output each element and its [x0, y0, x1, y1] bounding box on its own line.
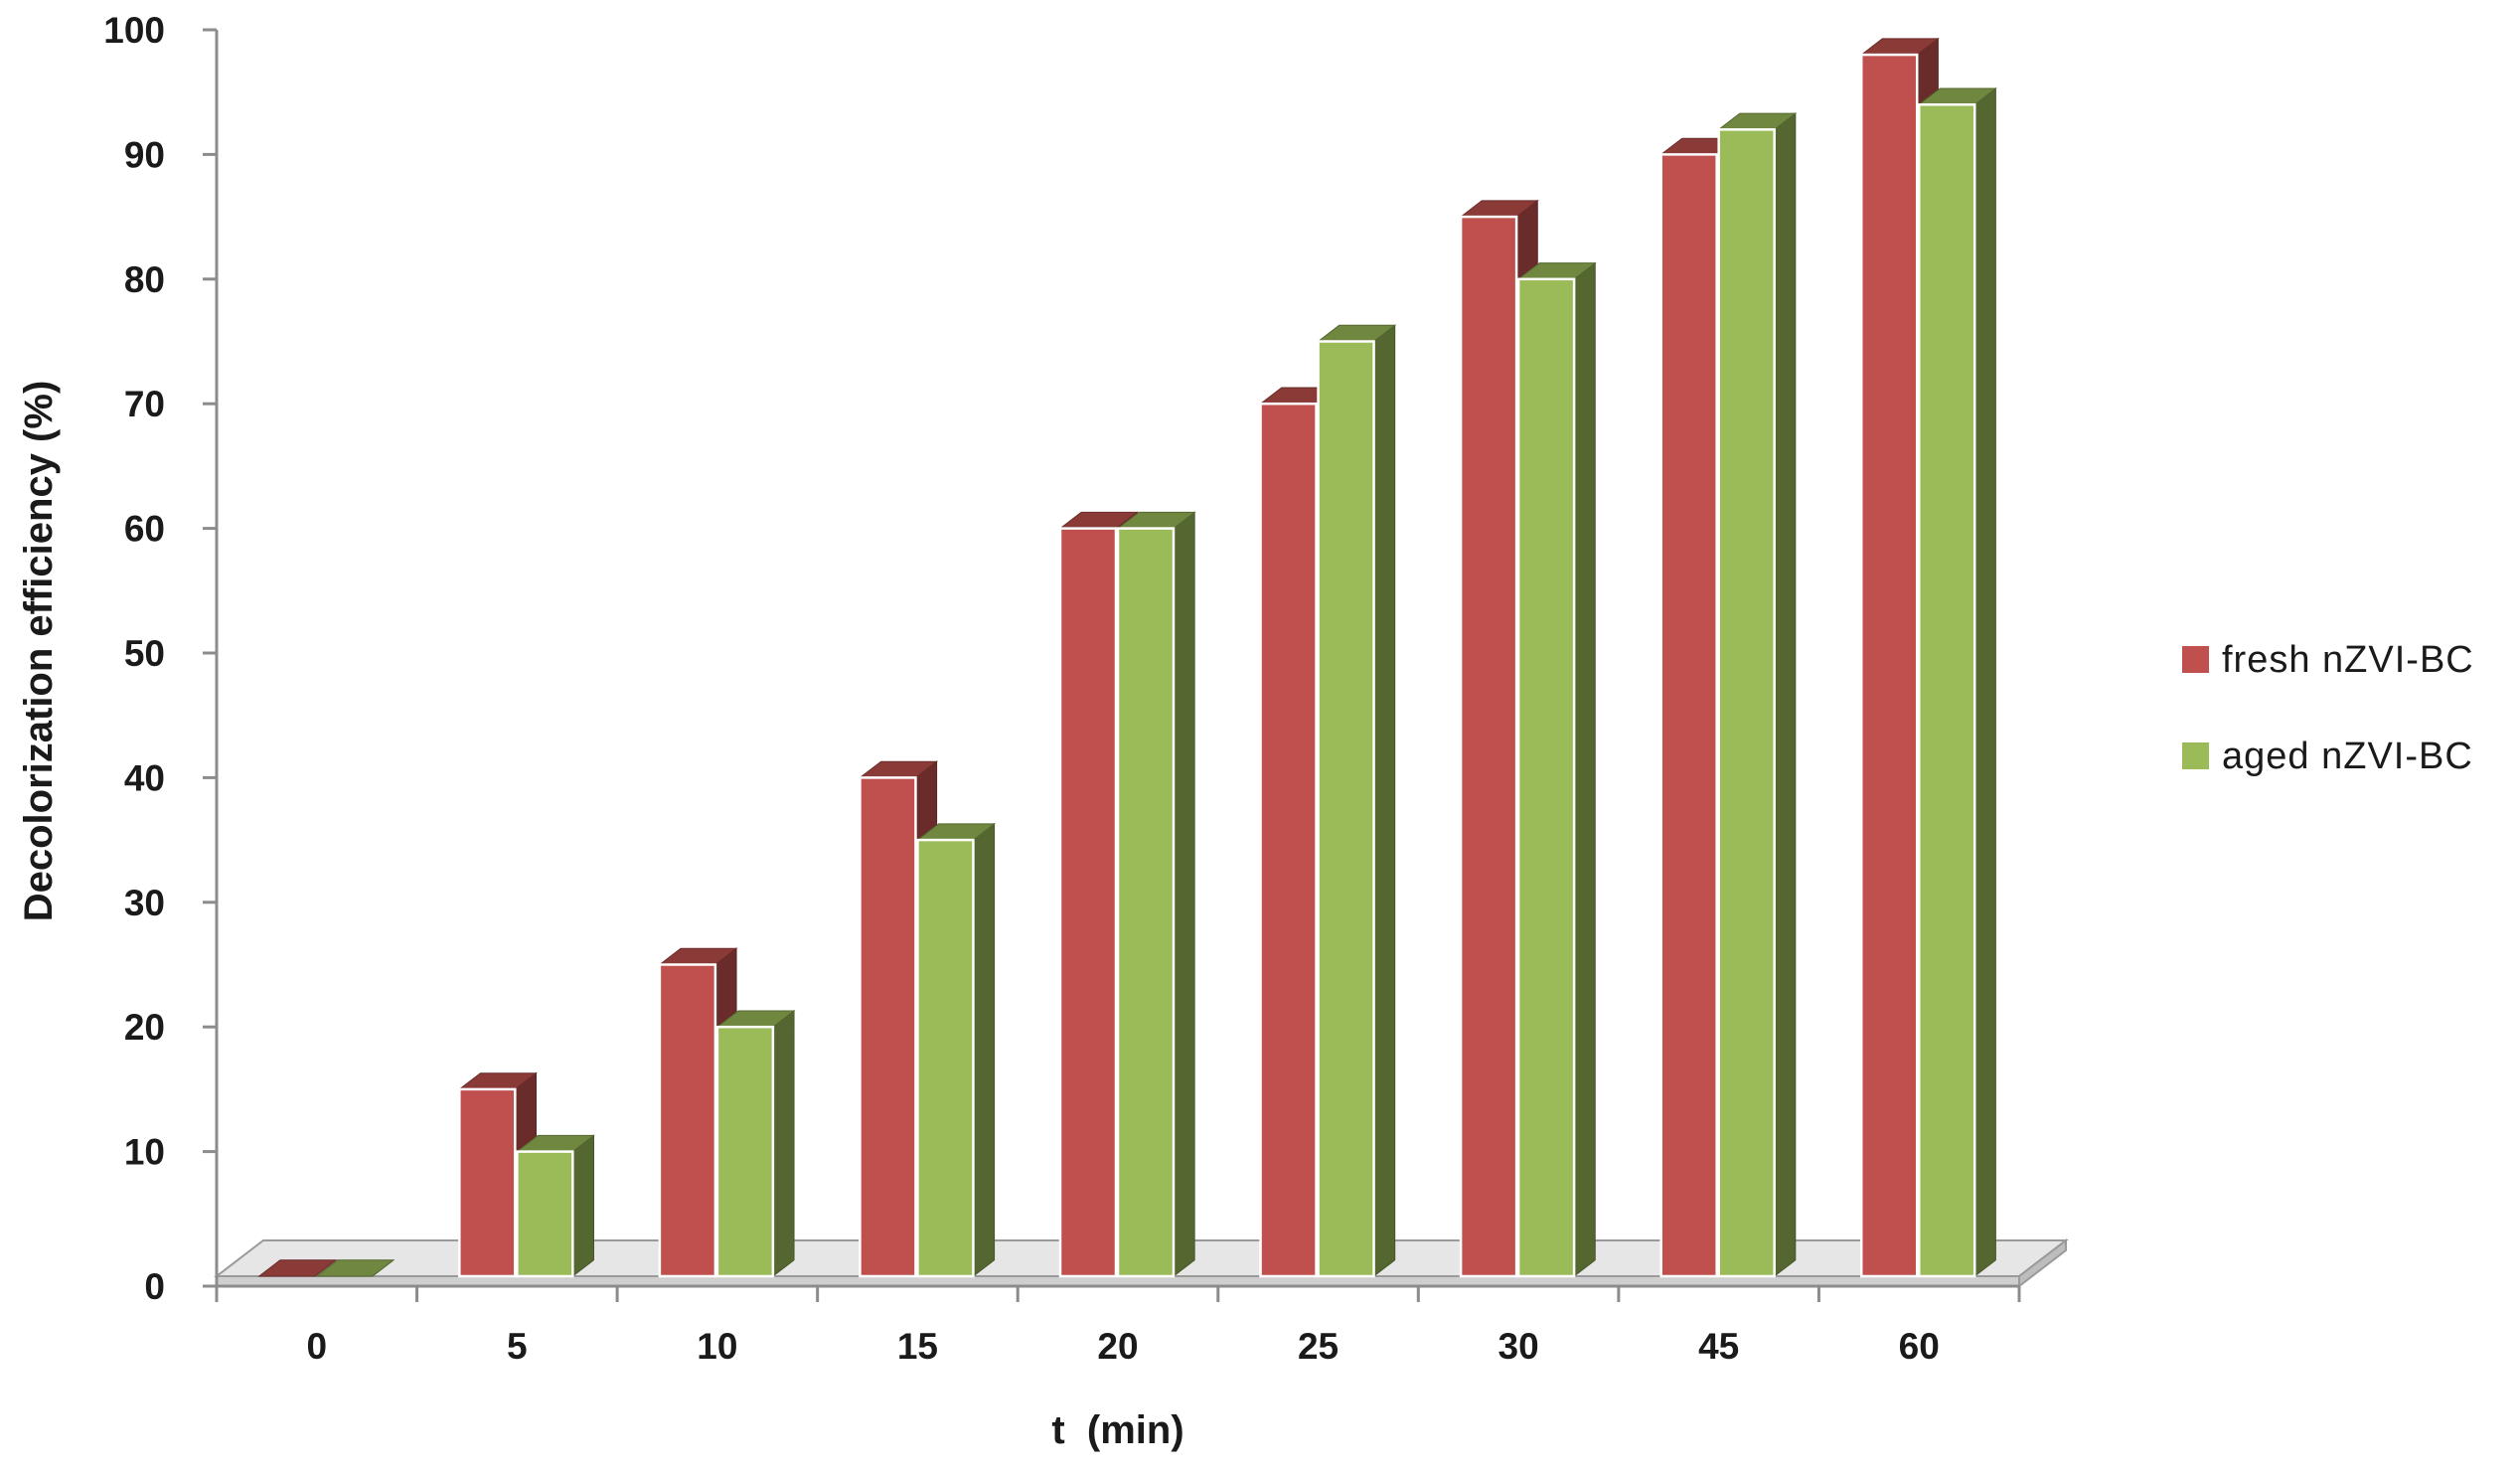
x-tick-label: 60 [1899, 1326, 1940, 1367]
x-tick-label: 15 [897, 1326, 938, 1367]
axes [203, 28, 2021, 1302]
bar-aged-60 [1917, 87, 1997, 1278]
bar-aged-10 [715, 1009, 796, 1278]
bar-fresh-60 [1859, 37, 1940, 1278]
y-tick-label: 50 [124, 633, 165, 674]
y-tick-label: 60 [124, 509, 165, 550]
y-tick-label: 30 [124, 883, 165, 923]
tick-labels: 0 10 20 30 40 50 60 70 80 90 100 0 5 10 15 20 25 30 45 60 [103, 10, 1940, 1367]
y-tick-label: 90 [124, 134, 165, 175]
x-tick-label: 25 [1298, 1326, 1339, 1367]
y-tick-label: 80 [124, 259, 165, 300]
bar-aged-15 [915, 822, 997, 1278]
bar-fresh-0 [257, 1259, 338, 1277]
legend-swatch [2182, 742, 2209, 769]
floor-side [2018, 1237, 2067, 1289]
x-tick-label: 20 [1097, 1326, 1138, 1367]
bar-aged-0 [315, 1259, 395, 1277]
x-tick-label: 45 [1698, 1326, 1739, 1367]
y-tick-label: 100 [103, 10, 165, 51]
y-tick-label: 40 [124, 757, 165, 798]
legend-label: aged nZVI-BC [2222, 736, 2473, 777]
y-tick-label: 10 [124, 1132, 165, 1173]
x-tick-label: 0 [306, 1326, 327, 1367]
bar-aged-30 [1516, 261, 1597, 1278]
x-tick-label: 5 [507, 1326, 528, 1367]
legend: fresh nZVI-BC aged nZVI-BC [2182, 639, 2474, 777]
x-axis-title: t (min) [1051, 1408, 1183, 1452]
bar-aged-20 [1116, 511, 1196, 1278]
bar-aged-25 [1317, 324, 1397, 1278]
bar-aged-5 [515, 1134, 595, 1278]
y-axis-title: Decolorization efficiency (%) [17, 381, 61, 922]
y-tick-label: 70 [124, 384, 165, 424]
y-tick-label: 20 [124, 1007, 165, 1048]
x-tick-label: 10 [697, 1326, 737, 1367]
bars [257, 37, 1997, 1278]
y-tick-label: 0 [144, 1266, 165, 1307]
bar-fresh-20 [1058, 511, 1139, 1278]
legend-label: fresh nZVI-BC [2222, 639, 2474, 681]
bar-aged-45 [1717, 112, 1798, 1278]
x-tick-label: 30 [1498, 1326, 1539, 1367]
legend-swatch [2182, 646, 2209, 673]
